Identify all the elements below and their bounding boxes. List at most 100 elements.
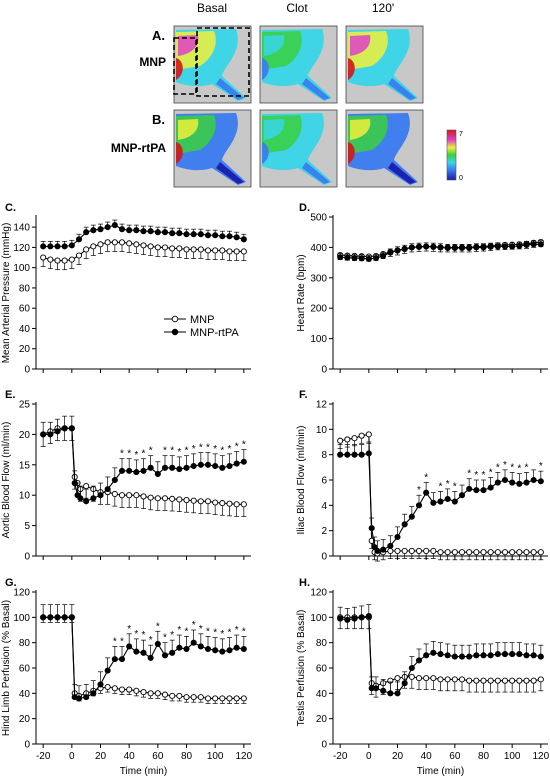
data-point	[430, 243, 437, 250]
data-point	[54, 614, 61, 621]
panel-label: E.	[5, 389, 15, 401]
data-point	[494, 651, 501, 658]
data-point	[374, 547, 381, 554]
y-tick-label: 60	[19, 664, 31, 675]
data-point	[394, 675, 401, 682]
data-point	[183, 645, 190, 653]
data-point	[212, 462, 219, 470]
data-point	[516, 651, 523, 658]
data-point	[111, 222, 118, 229]
data-point	[458, 244, 466, 252]
y-tick-label: 20	[316, 714, 328, 725]
y-tick-label: 120	[13, 588, 30, 599]
data-point	[387, 249, 394, 256]
series-mnp	[337, 431, 544, 562]
legend-label: MNP	[190, 314, 214, 326]
data-point	[401, 547, 408, 554]
data-point	[487, 652, 494, 659]
y-tick-label: 6	[321, 476, 327, 487]
significance-asterisk: *	[199, 443, 203, 454]
x-tick-label: 40	[124, 751, 136, 762]
data-point	[111, 490, 118, 498]
perfusion-image-grid	[173, 25, 424, 188]
significance-asterisk: *	[242, 440, 246, 451]
x-tick-label: 20	[392, 751, 404, 762]
data-point	[437, 244, 444, 251]
roi-dashed-box	[196, 27, 250, 97]
data-point	[344, 616, 351, 623]
y-tick-label: 20	[19, 714, 31, 725]
significance-asterisk: *	[127, 449, 131, 460]
data-point	[233, 695, 240, 702]
data-point	[437, 498, 444, 505]
significance-asterisk: *	[220, 629, 224, 640]
y-tick-label: 120	[13, 243, 30, 254]
perfusion-image	[345, 25, 424, 104]
data-point	[169, 245, 176, 252]
data-point	[473, 487, 480, 494]
data-point	[219, 695, 226, 702]
data-point	[444, 652, 451, 659]
data-point	[75, 252, 83, 259]
perfusion-image	[173, 109, 252, 188]
data-point	[104, 224, 111, 231]
data-point	[473, 652, 480, 659]
data-point	[466, 677, 473, 684]
data-point	[140, 493, 147, 500]
perfusion-image	[173, 25, 252, 104]
data-point	[240, 458, 247, 465]
data-point	[358, 432, 365, 439]
significance-asterisk: *	[192, 444, 196, 455]
y-tick-label: 300	[310, 273, 327, 284]
x-tick-label: 0	[69, 751, 75, 762]
data-point	[415, 657, 423, 664]
data-point	[372, 254, 380, 262]
data-point	[126, 492, 133, 499]
data-point	[351, 451, 358, 458]
series-mnp	[40, 239, 247, 271]
panel-label: F.	[299, 389, 308, 401]
significance-asterisk: *	[424, 473, 428, 484]
data-point	[126, 240, 133, 247]
y-tick-label: 0	[321, 552, 327, 563]
data-point	[176, 644, 183, 651]
data-point	[240, 695, 247, 702]
data-point	[466, 485, 473, 492]
data-point	[47, 243, 54, 250]
tissue-shape	[264, 35, 285, 56]
data-point	[509, 549, 516, 556]
y-tick-label: 200	[310, 304, 327, 315]
data-point	[226, 695, 233, 702]
data-point	[104, 667, 111, 674]
data-point	[133, 241, 140, 248]
y-tick-label: 10	[19, 491, 31, 502]
data-point	[537, 241, 544, 248]
col-label-clot: Clot	[286, 1, 308, 15]
data-point	[509, 651, 516, 658]
data-point	[337, 254, 344, 261]
data-point	[97, 492, 104, 499]
data-point	[176, 466, 183, 473]
significance-asterisk: *	[156, 621, 160, 632]
data-point	[451, 676, 458, 683]
data-point	[97, 681, 104, 688]
y-tick-label: 0	[24, 740, 30, 751]
y-tick-label: 0	[321, 365, 327, 376]
x-tick-label: 100	[207, 751, 224, 762]
x-tick-label: 0	[366, 751, 372, 762]
data-point	[40, 243, 47, 250]
data-point	[68, 242, 75, 249]
data-point	[408, 244, 415, 251]
y-tick-label: 100	[310, 613, 327, 624]
data-point	[337, 437, 344, 444]
y-tick-label: 60	[316, 664, 328, 675]
data-point	[444, 495, 451, 503]
x-tick-label: 120	[235, 751, 252, 762]
data-point	[530, 476, 537, 484]
data-point	[111, 685, 118, 692]
data-point	[387, 542, 394, 549]
data-point	[190, 246, 197, 253]
